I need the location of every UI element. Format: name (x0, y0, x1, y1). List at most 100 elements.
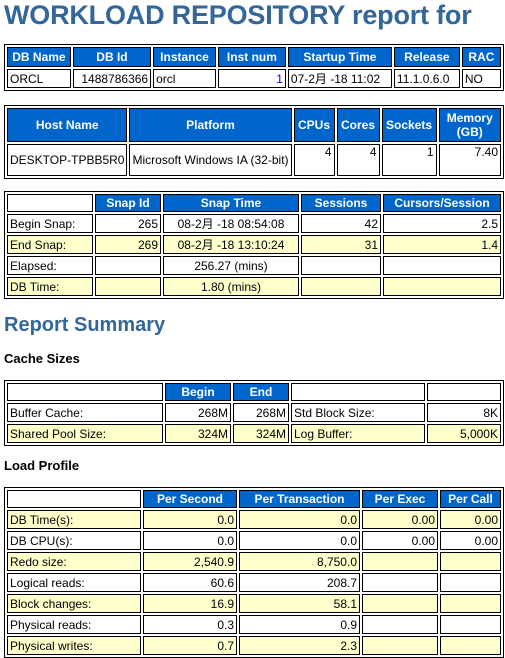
table-row: DESKTOP-TPBB5R0 Microsoft Windows IA (32… (7, 144, 501, 176)
per-transaction-value: 2.3 (239, 636, 360, 655)
host-info-table: Host Name Platform CPUs Cores Sockets Me… (4, 105, 504, 179)
db-name-value: ORCL (7, 69, 71, 88)
cache-label: Buffer Cache: (7, 403, 163, 422)
memory-value: 7.40 (438, 144, 501, 176)
table-row: End Snap: 269 08-2月 -18 13:10:24 31 1.4 (7, 235, 501, 254)
startup-time-value: 07-2月 -18 11:02 (287, 69, 392, 88)
table-row: Buffer Cache: 268M 268M Std Block Size: … (7, 403, 501, 422)
per-transaction-value: 0.9 (239, 615, 360, 634)
row-label: Elapsed: (7, 256, 93, 275)
col-sessions: Sessions (301, 194, 381, 212)
load-label: Block changes: (7, 594, 141, 613)
report-summary-heading: Report Summary (4, 314, 166, 336)
col-cores: Cores (336, 108, 380, 142)
instance-value: orcl (153, 69, 216, 88)
db-info-table: DB Name DB Id Instance Inst num Startup … (4, 44, 504, 91)
per-second-value: 2,540.9 (143, 552, 237, 571)
cursors-value (383, 277, 501, 296)
snap-table: Snap Id Snap Time Sessions Cursors/Sessi… (4, 191, 504, 299)
per-second-value: 16.9 (143, 594, 237, 613)
snap-id-value (95, 277, 161, 296)
inst-num-value: 1 (217, 69, 286, 88)
snap-time-value: 1.80 (mins) (163, 277, 299, 296)
col-sockets: Sockets (381, 108, 437, 142)
load-label: Logical reads: (7, 573, 141, 592)
end-value: 268M (233, 403, 289, 422)
per-transaction-value: 0.0 (239, 531, 360, 550)
col-per-second: Per Second (143, 490, 237, 508)
col-load-label (7, 490, 141, 508)
load-label: DB CPU(s): (7, 531, 141, 550)
snap-id-value: 265 (95, 214, 161, 233)
per-exec-value (362, 594, 438, 613)
sessions-value (301, 256, 381, 275)
per-call-value: 0.00 (440, 531, 501, 550)
cache-value-2: 5,000K (427, 424, 501, 443)
col-host-name: Host Name (7, 108, 128, 142)
per-call-value (440, 615, 501, 634)
col-startup-time: Startup Time (287, 47, 392, 67)
table-row: DB Time(s): 0.0 0.0 0.00 0.00 (7, 510, 501, 529)
begin-value: 324M (165, 424, 231, 443)
cursors-value (383, 256, 501, 275)
end-value: 324M (233, 424, 289, 443)
per-second-value: 0.7 (143, 636, 237, 655)
col-cache-value-2 (427, 383, 501, 401)
snap-time-value: 08-2月 -18 13:10:24 (163, 235, 299, 254)
cache-value-2: 8K (427, 403, 501, 422)
cache-label-2: Std Block Size: (291, 403, 425, 422)
table-row: ORCL 1488786366 orcl 1 07-2月 -18 11:02 1… (7, 69, 501, 88)
col-instance: Instance (153, 47, 216, 67)
sessions-value (301, 277, 381, 296)
col-db-name: DB Name (7, 47, 71, 67)
cache-sizes-table: Begin End Buffer Cache: 268M 268M Std Bl… (4, 380, 504, 446)
col-end: End (233, 383, 289, 401)
col-per-exec: Per Exec (362, 490, 438, 508)
per-call-value (440, 552, 501, 571)
table-row: Physical reads: 0.3 0.9 (7, 615, 501, 634)
cache-sizes-heading: Cache Sizes (4, 351, 80, 366)
col-cache-label (7, 383, 163, 401)
cursors-value: 2.5 (383, 214, 501, 233)
load-label: DB Time(s): (7, 510, 141, 529)
table-row: Begin Snap: 265 08-2月 -18 08:54:08 42 2.… (7, 214, 501, 233)
per-exec-value (362, 615, 438, 634)
per-second-value: 0.0 (143, 510, 237, 529)
host-name-value: DESKTOP-TPBB5R0 (7, 144, 128, 176)
begin-value: 268M (165, 403, 231, 422)
col-snap-time: Snap Time (163, 194, 299, 212)
sockets-value: 1 (381, 144, 437, 176)
per-call-value (440, 594, 501, 613)
per-exec-value (362, 573, 438, 592)
db-id-value: 1488786366 (72, 69, 152, 88)
per-transaction-value: 8,750.0 (239, 552, 360, 571)
col-db-id: DB Id (72, 47, 152, 67)
per-call-value (440, 636, 501, 655)
col-snap-label (7, 194, 93, 212)
col-platform: Platform (129, 108, 292, 142)
cache-label-2: Log Buffer: (291, 424, 425, 443)
snap-id-value (95, 256, 161, 275)
table-row: DB CPU(s): 0.0 0.0 0.00 0.00 (7, 531, 501, 550)
col-cpus: CPUs (293, 108, 335, 142)
col-per-call: Per Call (440, 490, 501, 508)
per-transaction-value: 208.7 (239, 573, 360, 592)
table-row: Redo size: 2,540.9 8,750.0 (7, 552, 501, 571)
sessions-value: 31 (301, 235, 381, 254)
table-row: Elapsed: 256.27 (mins) (7, 256, 501, 275)
per-exec-value (362, 552, 438, 571)
col-release: Release (393, 47, 460, 67)
snap-time-value: 08-2月 -18 08:54:08 (163, 214, 299, 233)
load-label: Physical writes: (7, 636, 141, 655)
per-exec-value (362, 636, 438, 655)
col-rac: RAC (461, 47, 501, 67)
per-exec-value: 0.00 (362, 510, 438, 529)
col-memory: Memory (GB) (438, 108, 501, 142)
row-label: DB Time: (7, 277, 93, 296)
platform-value: Microsoft Windows IA (32-bit) (129, 144, 292, 176)
table-row: Physical writes: 0.7 2.3 (7, 636, 501, 655)
per-call-value: 0.00 (440, 510, 501, 529)
cpus-value: 4 (293, 144, 335, 176)
table-row: DB Time: 1.80 (mins) (7, 277, 501, 296)
table-row: Shared Pool Size: 324M 324M Log Buffer: … (7, 424, 501, 443)
